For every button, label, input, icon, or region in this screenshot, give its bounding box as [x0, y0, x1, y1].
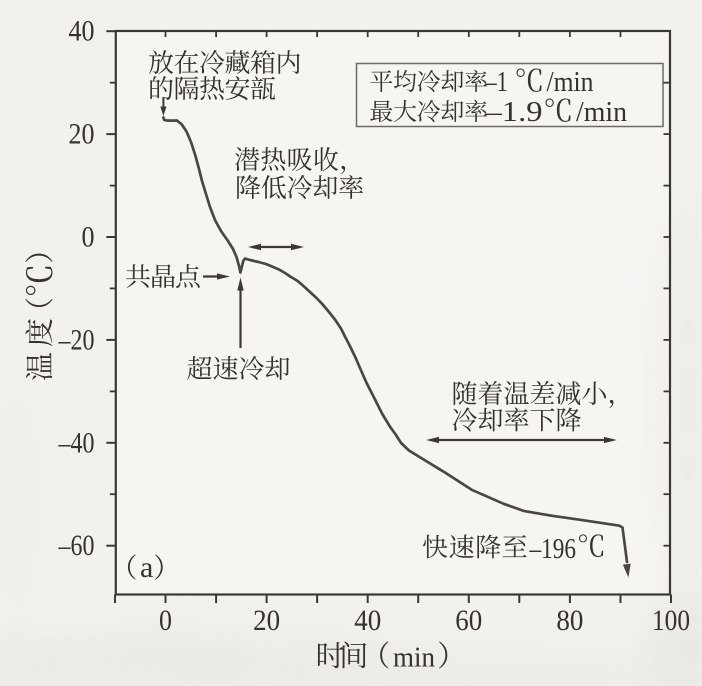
svg-text:–196: –196 [529, 533, 576, 565]
svg-text:–1.9: –1.9 [484, 97, 542, 128]
svg-text:40: 40 [69, 15, 95, 48]
svg-text:–60: –60 [58, 529, 95, 562]
svg-text:0: 0 [159, 604, 172, 637]
svg-text:–20: –20 [58, 323, 95, 356]
svg-text:100: 100 [652, 604, 690, 637]
svg-text:/min: /min [547, 67, 594, 98]
svg-text:a: a [140, 551, 153, 584]
svg-text:–1: –1 [485, 67, 508, 98]
svg-text:80: 80 [556, 604, 583, 637]
svg-text:–40: –40 [58, 426, 95, 459]
svg-text:60: 60 [455, 604, 482, 637]
svg-text:20: 20 [69, 118, 95, 151]
svg-text:/min: /min [576, 97, 627, 128]
svg-text:20: 20 [253, 604, 280, 637]
svg-text:40: 40 [354, 604, 381, 637]
svg-text:0: 0 [82, 221, 95, 254]
svg-text:min: min [393, 642, 435, 674]
